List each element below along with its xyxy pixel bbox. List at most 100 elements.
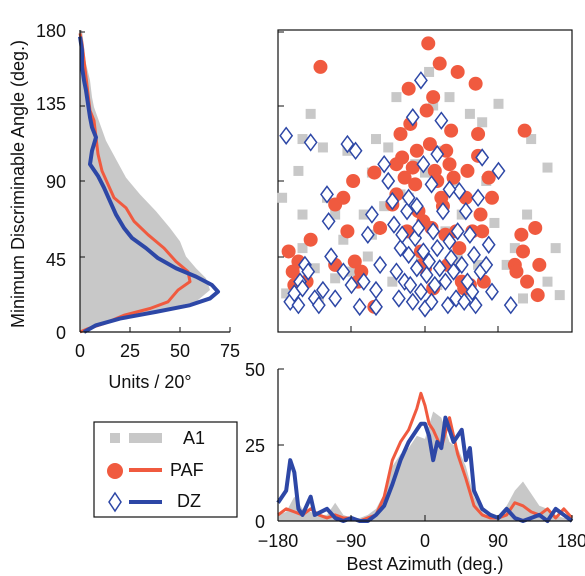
scatter-dz-point — [279, 126, 294, 145]
legend-paf-marker — [107, 463, 123, 479]
scatter-a1-point — [542, 162, 553, 173]
scatter-paf-point — [530, 288, 545, 303]
scatter-dz-point — [395, 225, 410, 244]
scatter-a1-point — [509, 243, 520, 254]
scatter-a1-point — [424, 66, 435, 77]
scatter-a1-point — [387, 276, 398, 287]
scatter-a1-point — [554, 290, 565, 301]
bottom-histogram-panel: 50 25 0 −180 −90 0 90 180 Best Azimuth (… — [245, 360, 585, 574]
scatter-a1-point — [501, 259, 512, 270]
scatter-paf-point — [303, 232, 318, 247]
scatter-dz-point — [416, 154, 431, 174]
scatter-paf-point — [432, 56, 447, 71]
scatter-dz-point — [391, 289, 406, 308]
scatter-paf-point — [346, 174, 361, 188]
bottom-dz-line — [276, 415, 574, 523]
scatter-paf-point — [397, 170, 412, 185]
scatter-paf-point — [460, 163, 475, 178]
scatter-a1-point — [473, 259, 484, 270]
scatter-a1-point — [338, 234, 349, 245]
scatter-a1-point — [330, 273, 341, 284]
scatter-dz-point — [485, 282, 499, 301]
left-y-tick-135: 135 — [36, 94, 66, 114]
scatter-dz-point — [438, 272, 453, 291]
scatter-paf-point — [442, 157, 457, 172]
scatter-dz-point — [427, 275, 442, 295]
left-dz-line — [78, 36, 220, 334]
scatter-paf-point — [471, 127, 486, 142]
scatter-dz-point — [328, 289, 343, 308]
scatter-dz-point — [416, 242, 431, 261]
scatter-dz-point — [356, 272, 371, 291]
scatter-dz-point — [324, 247, 339, 266]
scatter-dz-point — [426, 222, 441, 241]
scatter-dz-point — [440, 295, 455, 315]
scatter-dz-point — [340, 134, 355, 154]
bottom-x-tick-90: 90 — [488, 531, 508, 551]
scatter-paf-point — [475, 224, 490, 239]
left-x-tick-25: 25 — [120, 341, 140, 361]
scatter-paf-point — [509, 264, 524, 279]
scatter-paf-point — [405, 160, 420, 175]
scatter-paf-point — [473, 207, 488, 222]
scatter-dz-point — [377, 154, 392, 174]
bottom-y-tick-50: 50 — [245, 360, 265, 380]
legend-a1-label: A1 — [183, 428, 205, 448]
scatter-dz-point — [424, 175, 439, 194]
scatter-a1-point — [464, 108, 475, 119]
left-a1-fill — [80, 30, 210, 332]
scatter-paf-point — [514, 227, 529, 242]
scatter-dz-point — [413, 282, 428, 301]
legend-paf-label: PAF — [170, 460, 204, 480]
scatter-paf-point — [347, 254, 362, 269]
scatter-dz-point — [411, 218, 426, 238]
scatter-dz-point — [467, 245, 481, 265]
scatter-dz-point — [301, 262, 316, 281]
scatter-dz-point — [457, 292, 472, 312]
left-y-tick-45: 45 — [46, 250, 66, 270]
scatter-dz-point — [442, 232, 457, 251]
scatter-a1-point — [297, 243, 308, 254]
bottom-paf-line — [277, 391, 574, 523]
scatter-dz-point — [403, 275, 418, 295]
scatter-dz-point — [471, 188, 486, 208]
scatter-paf-point — [421, 36, 436, 51]
scatter-dz-point — [401, 245, 416, 265]
scatter-panel — [277, 29, 573, 333]
scatter-a1-point — [309, 263, 320, 274]
scatter-dz-point — [385, 191, 400, 211]
scatter-dz-point — [315, 280, 330, 300]
scatter-dz-point — [481, 235, 496, 255]
scatter-a1-point — [358, 209, 369, 220]
scatter-dz-point — [303, 133, 318, 152]
scatter-a1-point — [317, 142, 328, 153]
scatter-a1-point — [444, 92, 455, 103]
bottom-a1-fill — [278, 411, 572, 521]
bottom-y-tick-25: 25 — [245, 436, 265, 456]
scatter-dz-point — [295, 279, 310, 298]
scatter-paf-point — [373, 220, 388, 235]
scatter-dz-point — [352, 297, 367, 317]
left-y-tick-180: 180 — [36, 21, 66, 41]
scatter-dz-point — [434, 111, 449, 130]
scatter-dz-point — [465, 282, 480, 301]
scatter-a1-point — [477, 117, 488, 128]
scatter-dz-point — [389, 262, 404, 281]
scatter-plot — [277, 36, 565, 318]
scatter-paf-point — [409, 143, 424, 158]
legend: A1 PAF DZ — [93, 421, 238, 518]
scatter-a1-point — [362, 251, 373, 262]
scatter-a1-point — [550, 243, 561, 254]
scatter-paf-point — [313, 59, 328, 74]
scatter-dz-point — [321, 212, 336, 231]
bottom-histogram-plot — [276, 391, 574, 523]
scatter-paf-point — [426, 90, 441, 105]
scatter-dz-point — [291, 295, 306, 315]
scatter-dz-point — [503, 295, 518, 315]
scatter-a1-point — [493, 98, 504, 109]
scatter-paf-point — [367, 165, 382, 180]
scatter-paf-point — [340, 224, 355, 239]
scatter-dz-point — [468, 295, 483, 315]
scatter-dz-point — [475, 148, 490, 167]
